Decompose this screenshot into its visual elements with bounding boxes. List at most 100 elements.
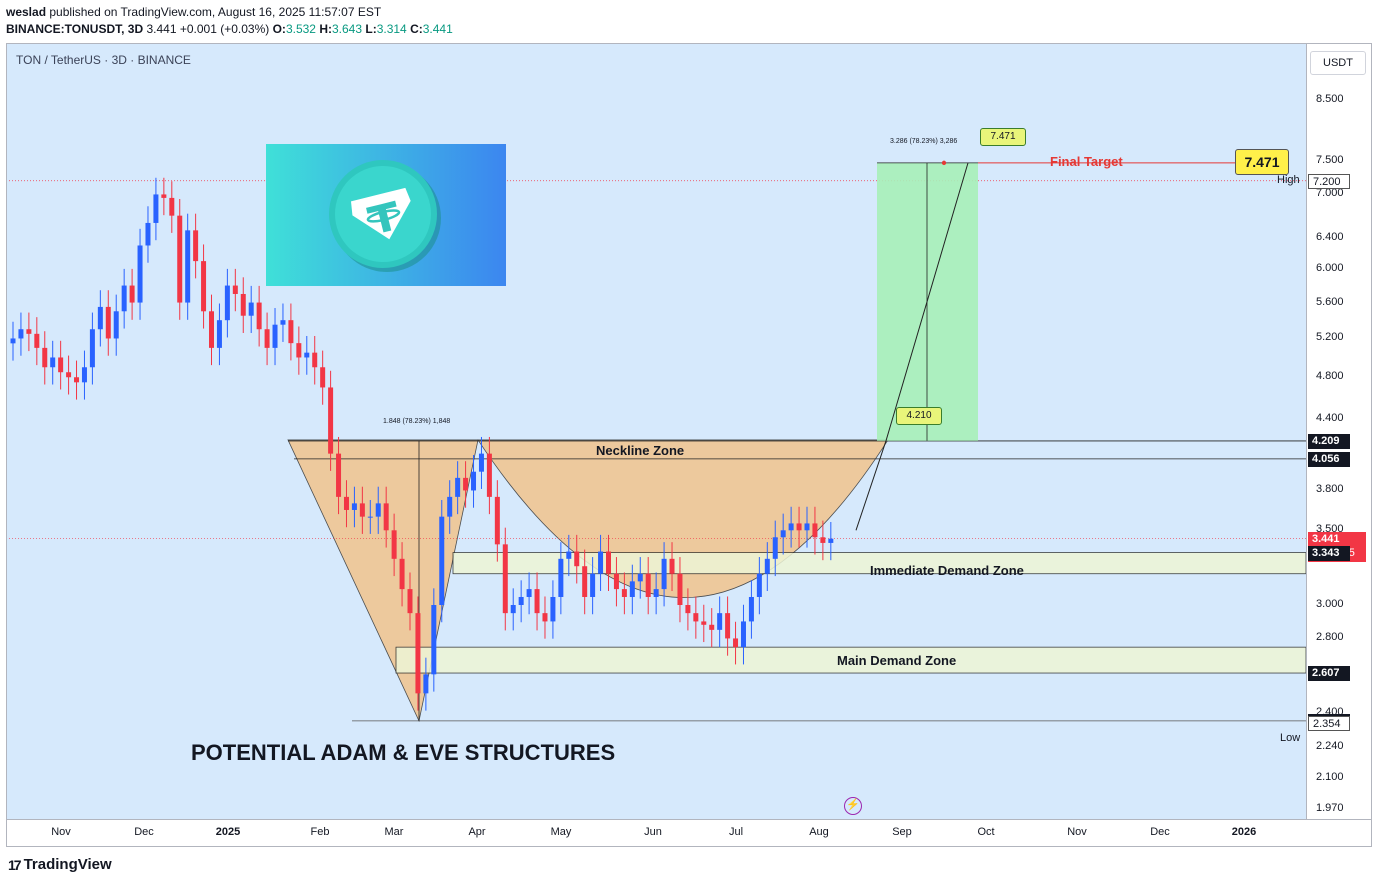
candle-body <box>693 613 699 622</box>
candle-body <box>574 551 580 567</box>
candle-body <box>18 329 24 339</box>
price-tick-label: 6.400 <box>1316 230 1344 243</box>
time-tick-label: Jul <box>728 826 744 838</box>
immediate-demand-zone-label: Immediate Demand Zone <box>870 563 1024 578</box>
candle-body <box>828 538 834 543</box>
candle-body <box>407 589 413 614</box>
time-tick-label: Aug <box>809 826 829 838</box>
candle-body <box>105 306 111 339</box>
time-axis[interactable] <box>6 819 1372 847</box>
candle-body <box>50 357 56 368</box>
candle-body <box>486 453 492 497</box>
time-tick-label: 2026 <box>1231 826 1257 838</box>
candle-body <box>177 215 183 303</box>
price-tick-label: 1.970 <box>1316 801 1344 814</box>
final-target-value-box: 7.471 <box>1235 149 1289 175</box>
candle-body <box>304 352 310 358</box>
time-tick-label: Dec <box>134 826 154 838</box>
currency-button[interactable]: USDT <box>1310 51 1366 75</box>
candle-body <box>256 302 262 330</box>
candle-body <box>534 589 540 614</box>
time-tick-label: Nov <box>1067 826 1087 838</box>
candle-body <box>81 367 87 383</box>
time-tick-label: 2025 <box>215 826 241 838</box>
level-price-badge: 2.607 <box>1308 666 1350 682</box>
candle-body <box>463 477 469 491</box>
candle-body <box>89 329 95 368</box>
candle-body <box>455 477 461 497</box>
level-price-badge: 4.209 <box>1308 433 1350 449</box>
candle-body <box>685 605 691 614</box>
publish-text: published on TradingView.com, August 16,… <box>49 5 382 19</box>
candle-body <box>280 320 286 325</box>
candle-body <box>169 197 175 216</box>
candle-body <box>336 453 342 497</box>
candle-body <box>375 503 381 517</box>
chart-svg[interactable] <box>6 43 1306 819</box>
candle-body <box>471 471 477 491</box>
projection-path <box>855 162 969 531</box>
price-axis[interactable] <box>1306 43 1372 819</box>
chart-plot-area[interactable] <box>6 43 1306 819</box>
candle-body <box>478 453 484 472</box>
high-label: H: <box>319 22 332 36</box>
open-label: O: <box>272 22 286 36</box>
candle-body <box>113 311 119 339</box>
high-value: 3.643 <box>331 22 363 36</box>
candle-body <box>709 624 715 630</box>
candle-body <box>34 333 40 348</box>
candle-body <box>97 306 103 330</box>
target-callout: 7.471 <box>980 128 1026 146</box>
price-tick-label: 3.800 <box>1316 483 1344 496</box>
price-tick-label: 3.000 <box>1316 598 1344 610</box>
time-tick-label: Oct <box>977 826 995 838</box>
main-demand-zone <box>395 646 1306 674</box>
candle-body <box>232 285 238 294</box>
candle-body <box>756 573 762 597</box>
last-price: 3.441 <box>146 22 177 36</box>
time-tick-label: Apr <box>468 826 486 838</box>
candle-body <box>26 329 32 334</box>
candle-body <box>367 516 373 518</box>
candle-body <box>383 503 389 531</box>
lightning-icon[interactable]: ⚡ <box>844 797 862 815</box>
candle-body <box>780 530 786 538</box>
low-marker-label: Low <box>1280 732 1301 744</box>
high-marker-label: High <box>1277 174 1300 186</box>
main-demand-zone-label: Main Demand Zone <box>837 653 957 668</box>
tradingview-wordmark: TradingView <box>23 856 112 873</box>
candle-body <box>590 573 596 597</box>
candle-body <box>820 537 826 543</box>
price-tick-label: 2.240 <box>1316 739 1344 752</box>
candle-body <box>359 503 365 517</box>
candle-body <box>717 613 723 630</box>
close-label: C: <box>410 22 423 36</box>
low-value: 3.314 <box>376 22 407 36</box>
candle-body <box>74 377 80 383</box>
candle-body <box>733 638 739 648</box>
candle-body <box>328 387 334 454</box>
candle-body <box>58 357 64 373</box>
symbol-line: BINANCE:TONUSDT, 3D <box>6 22 144 36</box>
candle-body <box>725 613 731 639</box>
high-price-badge: 7.200 <box>1308 173 1350 189</box>
tether-coin-icon <box>329 160 441 272</box>
candle-body <box>161 194 167 198</box>
candle-body <box>653 589 659 597</box>
candle-body <box>439 516 445 605</box>
time-tick-label: Mar <box>384 826 404 838</box>
price-change: +0.001 (+0.03%) <box>179 22 270 36</box>
candle-body <box>772 537 778 559</box>
candle-body <box>788 523 794 531</box>
candle-body <box>216 320 222 348</box>
candle-body <box>224 285 230 321</box>
chart-frame <box>6 43 1372 847</box>
candle-body <box>510 605 516 614</box>
candle-body <box>209 311 214 348</box>
candle-body <box>606 551 611 574</box>
time-tick-label: May <box>550 826 572 838</box>
candle-body <box>812 523 818 538</box>
candle-body <box>399 558 405 590</box>
candle-body <box>201 261 207 312</box>
candle-body <box>566 551 572 559</box>
